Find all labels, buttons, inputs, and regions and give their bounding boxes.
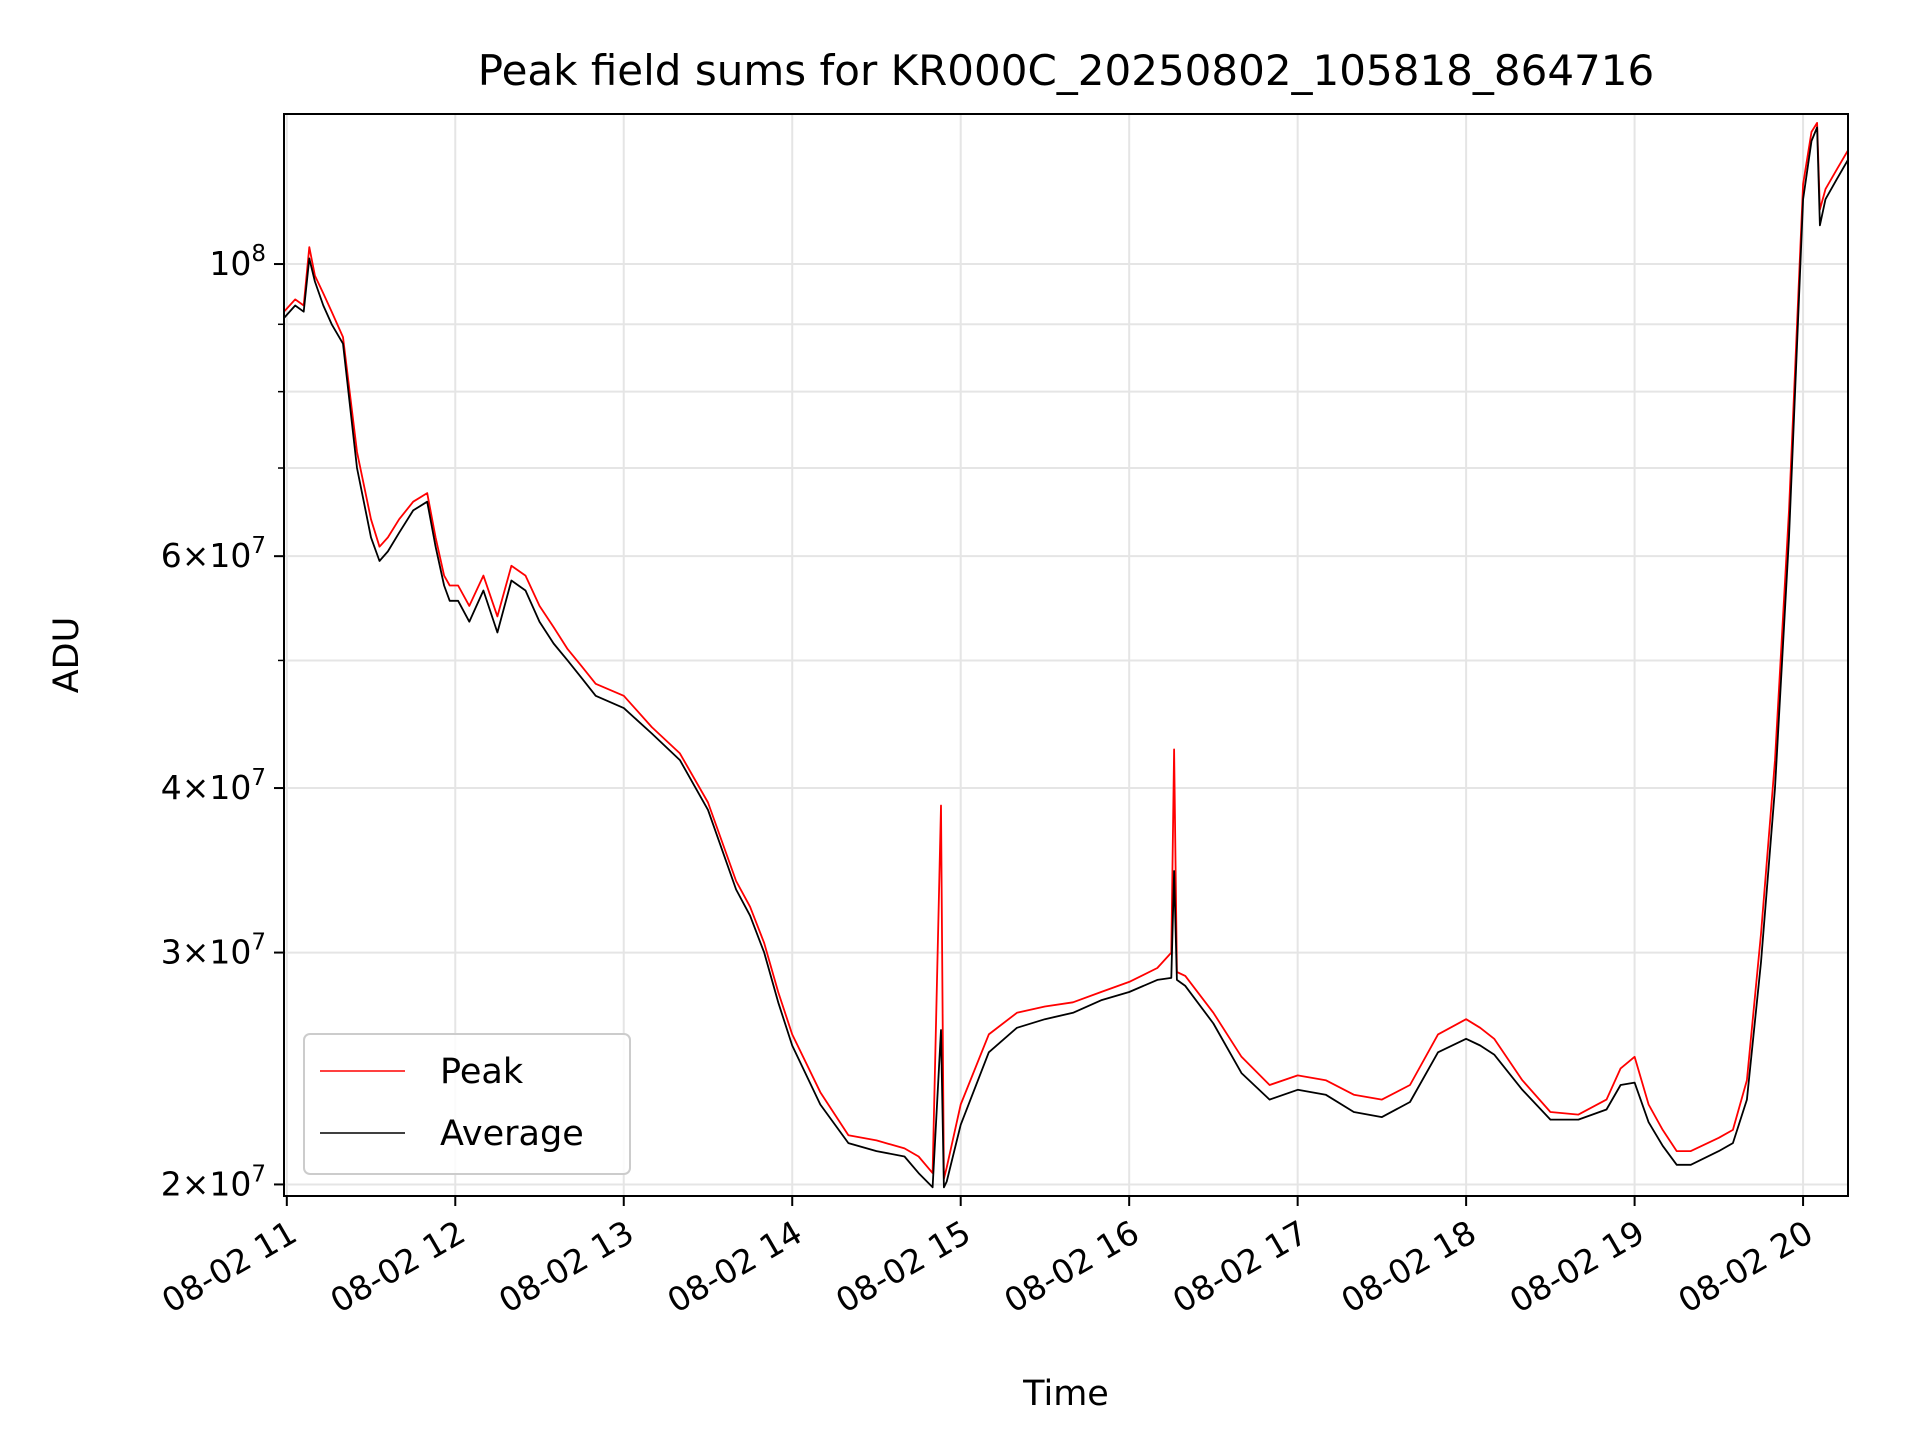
plot-frame: [283, 113, 1849, 1197]
chart-title: Peak field sums for KR000C_20250802_1058…: [478, 46, 1654, 95]
grid: [284, 114, 1848, 1196]
series-line-peak: [284, 122, 1848, 1180]
y-tick-label: 108: [209, 241, 266, 283]
legend: Peak Average: [303, 1033, 631, 1175]
series-line-average: [284, 126, 1848, 1189]
series-lines: [284, 122, 1848, 1189]
y-tick-label: 6×107: [161, 533, 266, 575]
y-tick-label: 4×107: [161, 765, 266, 807]
legend-box: [303, 1033, 631, 1175]
y-axis-title: ADU: [47, 617, 87, 694]
legend-average-label: Average: [440, 1114, 584, 1154]
y-tick-label: 3×107: [161, 930, 266, 972]
y-tick-label: 2×107: [161, 1161, 266, 1203]
y-axis: 108 6×107 4×107 3×107 2×107: [161, 241, 284, 1203]
x-axis-title: Time: [1022, 1374, 1109, 1414]
legend-peak-label: Peak: [440, 1052, 524, 1092]
